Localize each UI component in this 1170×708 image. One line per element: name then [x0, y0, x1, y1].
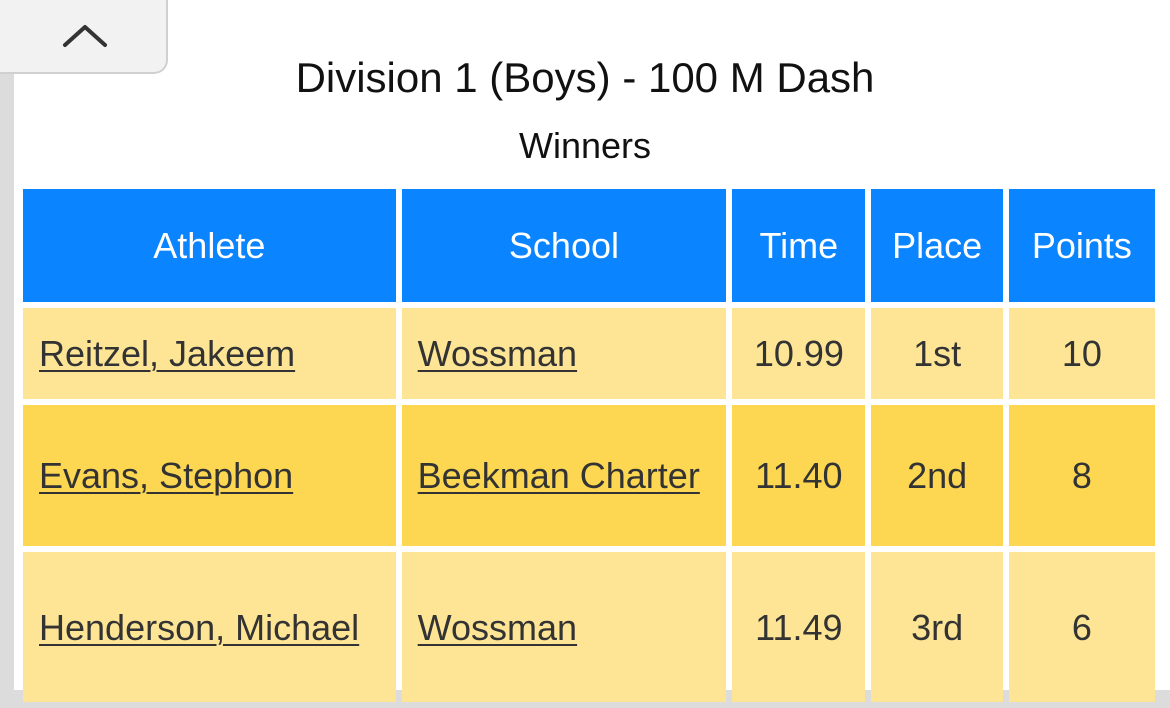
table-row: Reitzel, Jakeem Wossman 10.99 1st 10: [23, 308, 1155, 399]
place-cell: 2nd: [871, 405, 1003, 546]
school-cell: Beekman Charter: [401, 405, 727, 546]
points-cell: 6: [1008, 552, 1155, 702]
time-cell: 11.49: [732, 552, 866, 702]
time-cell: 11.40: [732, 405, 866, 546]
athlete-link[interactable]: Evans, Stephon: [39, 455, 294, 496]
chevron-up-icon: [63, 25, 107, 47]
column-header-athlete: Athlete: [23, 189, 396, 302]
place-cell: 1st: [871, 308, 1003, 399]
athlete-cell: Reitzel, Jakeem: [23, 308, 396, 399]
results-table: Athlete School Time Place Points Reitzel…: [17, 183, 1161, 708]
school-cell: Wossman: [401, 308, 727, 399]
column-header-school: School: [401, 189, 727, 302]
school-cell: Wossman: [401, 552, 727, 702]
column-header-time: Time: [732, 189, 866, 302]
page-title: Division 1 (Boys) - 100 M Dash: [295, 54, 875, 101]
points-cell: 10: [1008, 308, 1155, 399]
athlete-link[interactable]: Reitzel, Jakeem: [39, 333, 296, 374]
time-cell: 10.99: [732, 308, 866, 399]
athlete-link[interactable]: Henderson, Michael: [39, 606, 360, 648]
table-row: Henderson, Michael Wossman 11.49 3rd 6: [23, 552, 1155, 702]
athlete-cell: Evans, Stephon: [23, 405, 396, 546]
table-row: Evans, Stephon Beekman Charter 11.40 2nd…: [23, 405, 1155, 546]
collapse-button[interactable]: [0, 0, 168, 74]
points-cell: 8: [1008, 405, 1155, 546]
column-header-place: Place: [871, 189, 1003, 302]
place-cell: 3rd: [871, 552, 1003, 702]
header-row: Athlete School Time Place Points: [23, 189, 1155, 302]
column-header-points: Points: [1008, 189, 1155, 302]
school-link[interactable]: Beekman Charter: [417, 455, 700, 496]
athlete-cell: Henderson, Michael: [23, 552, 396, 702]
page-subtitle: Winners: [518, 125, 652, 166]
school-link[interactable]: Wossman: [417, 606, 578, 648]
school-link[interactable]: Wossman: [417, 333, 578, 374]
